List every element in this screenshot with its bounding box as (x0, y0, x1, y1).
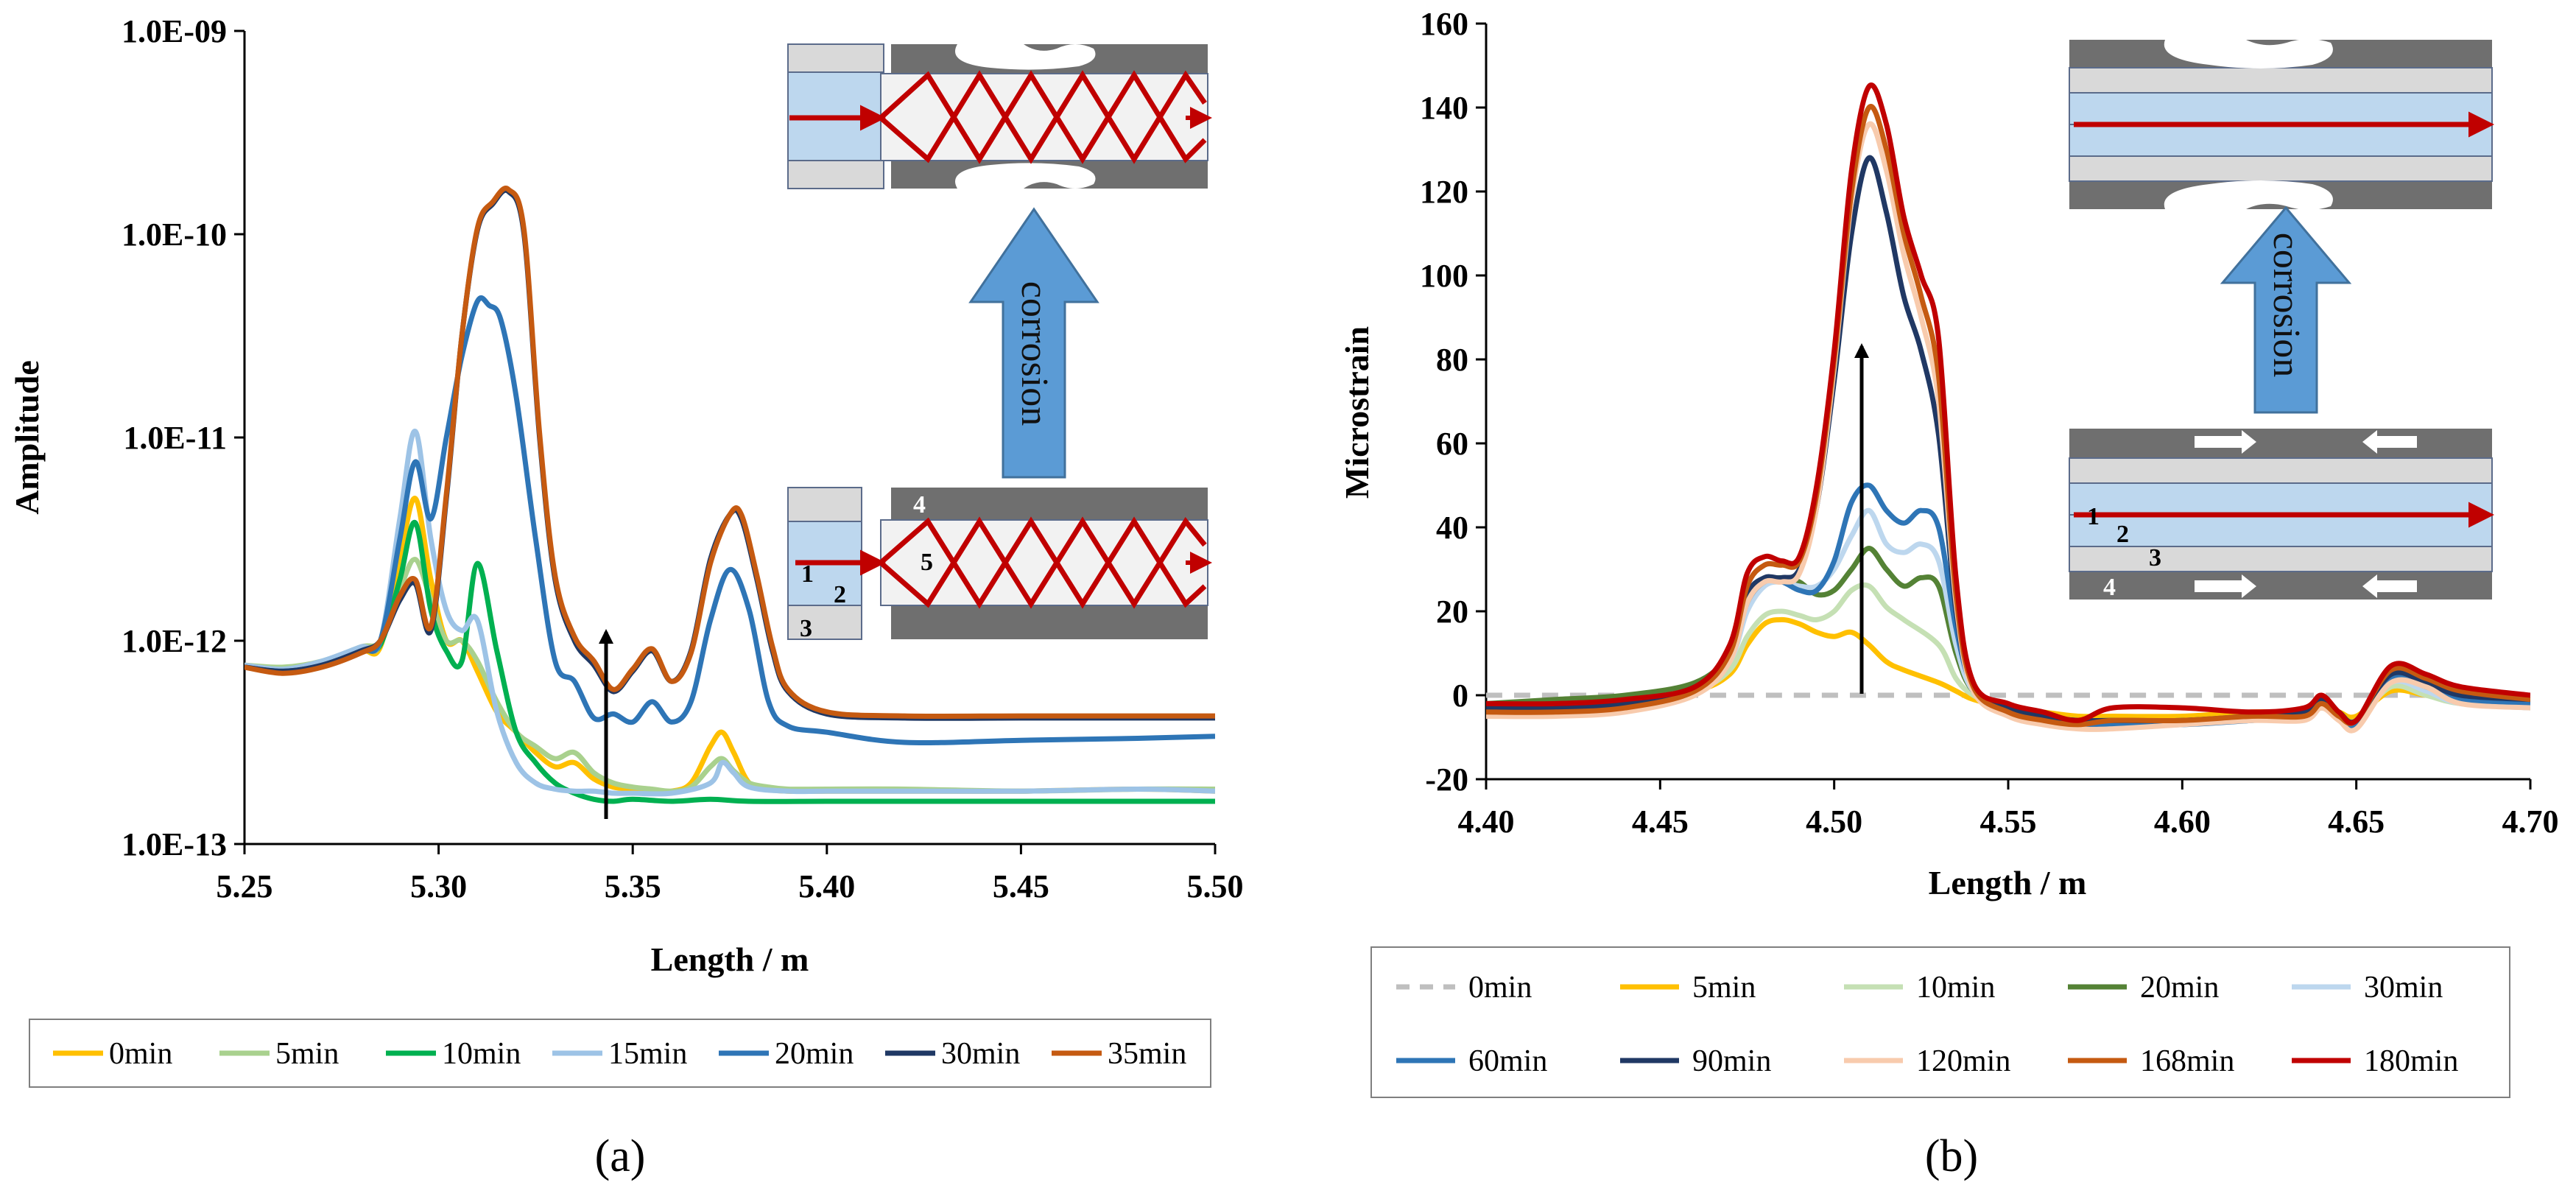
chart-b-y-tick-label: 80 (1436, 342, 1468, 378)
inset-a-label-1: 1 (801, 560, 814, 588)
chart-b-x-tick-label: 4.45 (1632, 804, 1689, 840)
chart-b-series-90min (1486, 155, 2530, 725)
inset-a-corrosion-label: corrosion (1013, 281, 1055, 426)
chart-a-caption: (a) (595, 1131, 646, 1181)
inset-a-corrosion-arrow: corrosion (968, 207, 1099, 479)
chart-b-legend-label-0min: 0min (1468, 971, 1532, 1005)
inset-b-label-2: 2 (2116, 521, 2129, 548)
chart-a-x-tick-label: 5.45 (993, 868, 1049, 904)
chart-b-legend-label-30min: 30min (2364, 971, 2443, 1005)
chart-a-y-tick-label: 1.0E-13 (122, 826, 227, 862)
chart-b-x-tick-label: 4.60 (2154, 804, 2211, 840)
inset-a-label-4: 4 (913, 491, 926, 518)
inset-b-corrosion-arrow: corrosion (2220, 205, 2352, 414)
inset-b-label-1: 1 (2087, 503, 2100, 530)
chart-a-x-tick-label: 5.35 (605, 868, 661, 904)
chart-b-y-tick-label: 40 (1436, 510, 1468, 546)
chart-b-series (1486, 82, 2530, 734)
inset-a-label-3: 3 (800, 615, 812, 642)
chart-b-x-tick-label: 4.55 (1980, 804, 2037, 840)
chart-b-series-180min (1486, 82, 2530, 726)
chart-a-y-tick-label: 1.0E-11 (123, 420, 227, 456)
chart-b-series-120min (1486, 121, 2530, 734)
chart-b-legend-label-168min: 168min (2140, 1044, 2234, 1078)
chart-b-x-ticks: 4.40 4.45 4.50 4.55 4.60 4.65 4.70 (1458, 779, 2559, 840)
chart-a-x-tick-label: 5.30 (410, 868, 467, 904)
chart-b-caption: (b) (1925, 1131, 1978, 1181)
chart-b-x-axis-title: Length / m (1929, 864, 2087, 901)
chart-b-y-tick-label: 120 (1420, 174, 1468, 210)
chart-a-legend-label-15min: 15min (608, 1037, 687, 1071)
chart-b-legend-label-20min: 20min (2140, 971, 2219, 1005)
chart-b-legend-label-10min: 10min (1916, 971, 1995, 1005)
chart-b-y-tick-label: 0 (1452, 678, 1468, 714)
chart-a-x-tick-label: 5.50 (1187, 868, 1244, 904)
inset-b-corrosion-label: corrosion (2265, 233, 2307, 377)
chart-a-y-tick-label: 1.0E-09 (122, 13, 227, 49)
chart-a-legend-label-10min: 10min (442, 1037, 521, 1071)
chart-b-legend-label-90min: 90min (1692, 1044, 1771, 1078)
chart-a-series-15min (244, 429, 1215, 797)
chart-b-legend-items: 0min 5min 10min 20min 30min 60min 90min 120min 1… (1396, 971, 2458, 1078)
chart-b-legend-label-5min: 5min (1692, 971, 1756, 1005)
chart-b-y-tick-label: -20 (1425, 762, 1468, 798)
chart-a: 1.0E-13 1.0E-12 1.0E-11 1.0E-10 1.0E-09 5.25… (8, 13, 1244, 1181)
chart-b-y-axis-title: Microstrain (1338, 326, 1376, 499)
chart-b-legend-label-180min: 180min (2364, 1044, 2458, 1078)
inset-a-intact-waveguide: 1 2 3 4 5 (787, 487, 1212, 642)
chart-b-y-tick-label: 100 (1420, 258, 1468, 294)
chart-a-y-ticks: 1.0E-13 1.0E-12 1.0E-11 1.0E-10 1.0E-09 (122, 13, 244, 862)
chart-a-legend-label-20min: 20min (775, 1037, 854, 1071)
inset-b-label-4: 4 (2103, 574, 2116, 601)
inset-a-label-2: 2 (834, 581, 846, 608)
chart-b-y-tick-label: 140 (1420, 90, 1468, 126)
chart-a-x-tick-label: 5.25 (217, 868, 273, 904)
inset-b-intact-fiber: 1 2 3 4 (2069, 429, 2494, 601)
chart-b-legend-label-120min: 120min (1916, 1044, 2010, 1078)
chart-b-y-tick-label: 160 (1420, 6, 1468, 42)
chart-b-y-tick-label: 60 (1436, 426, 1468, 462)
chart-a-x-axis-title: Length / m (651, 940, 809, 978)
chart-b-x-tick-label: 4.70 (2502, 804, 2559, 840)
inset-a-corroded-waveguide (787, 39, 1212, 194)
chart-b-x-tick-label: 4.40 (1458, 804, 1515, 840)
chart-b-y-ticks: -20 0 20 40 60 80 100 120 140 160 (1420, 6, 1486, 798)
chart-a-series-20min (244, 295, 1215, 745)
chart-a-series (244, 186, 1215, 804)
chart-a-legend-items: 0min 5min 10min 15min 20min 30min 35min (53, 1037, 1186, 1071)
chart-b-legend-label-60min: 60min (1468, 1044, 1547, 1078)
chart-b-series-168min (1486, 104, 2530, 728)
chart-a-legend-label-30min: 30min (941, 1037, 1020, 1071)
chart-a-legend-label-35min: 35min (1108, 1037, 1186, 1071)
chart-b-x-tick-label: 4.50 (1806, 804, 1862, 840)
chart-b: -20 0 20 40 60 80 100 120 140 160 4.40 4.45 4.50 4.5… (1338, 6, 2559, 1181)
chart-a-x-ticks: 5.25 5.30 5.35 5.40 5.45 5.50 (217, 844, 1244, 904)
inset-a-label-5: 5 (921, 549, 933, 576)
chart-b-legend (1370, 946, 2510, 1098)
chart-a-y-axis-title: Amplitude (8, 360, 46, 515)
chart-a-x-tick-label: 5.40 (798, 868, 855, 904)
chart-b-x-tick-label: 4.65 (2328, 804, 2385, 840)
chart-a-y-tick-label: 1.0E-12 (122, 623, 227, 659)
chart-a-series-35min (244, 186, 1215, 719)
chart-b-y-tick-label: 20 (1436, 594, 1468, 630)
inset-b-corroded-fiber (2069, 35, 2494, 214)
inset-b-label-3: 3 (2149, 544, 2161, 572)
chart-a-y-tick-label: 1.0E-10 (122, 217, 227, 253)
chart-a-series-10min (244, 520, 1215, 804)
chart-a-legend-label-5min: 5min (275, 1037, 339, 1071)
chart-a-legend-label-0min: 0min (109, 1037, 172, 1071)
